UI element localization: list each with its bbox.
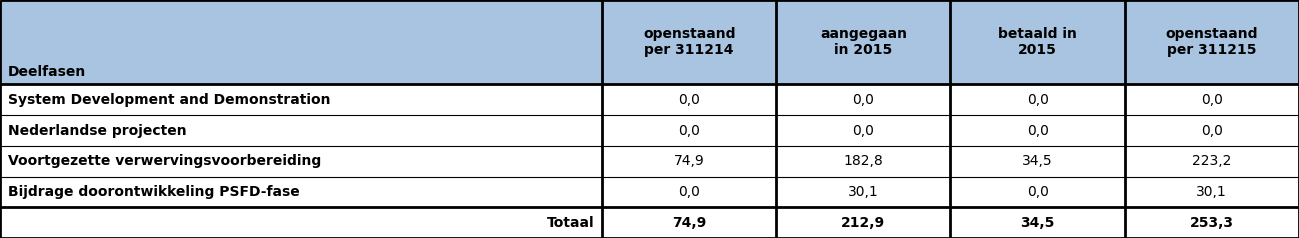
Bar [951, 84, 1125, 115]
Bar [601, 0, 777, 84]
Text: 0,0: 0,0 [678, 124, 700, 138]
Text: 74,9: 74,9 [672, 216, 707, 230]
Bar [777, 0, 951, 84]
Text: 0,0: 0,0 [852, 124, 874, 138]
Bar [1125, 84, 1299, 115]
Bar [601, 207, 777, 238]
Bar [0, 146, 601, 177]
Bar [0, 207, 601, 238]
Text: betaald in
2015: betaald in 2015 [998, 27, 1077, 57]
Bar [1125, 115, 1299, 146]
Bar [777, 84, 951, 115]
Text: openstaand
per 311215: openstaand per 311215 [1165, 27, 1257, 57]
Text: 0,0: 0,0 [1026, 93, 1048, 107]
Bar [0, 0, 601, 84]
Bar [601, 84, 777, 115]
Text: Voortgezette verwervingsvoorbereiding: Voortgezette verwervingsvoorbereiding [8, 154, 321, 168]
Text: 0,0: 0,0 [852, 93, 874, 107]
Text: 30,1: 30,1 [848, 185, 878, 199]
Text: aangegaan
in 2015: aangegaan in 2015 [820, 27, 907, 57]
Text: 223,2: 223,2 [1192, 154, 1231, 168]
Bar [951, 0, 1125, 84]
Bar [0, 84, 601, 115]
Bar [601, 177, 777, 207]
Bar [0, 177, 601, 207]
Text: 0,0: 0,0 [1200, 124, 1222, 138]
Bar [777, 115, 951, 146]
Text: 0,0: 0,0 [1026, 124, 1048, 138]
Text: 34,5: 34,5 [1022, 154, 1053, 168]
Bar [1125, 146, 1299, 177]
Text: 74,9: 74,9 [674, 154, 704, 168]
Text: Bijdrage doorontwikkeling PSFD-fase: Bijdrage doorontwikkeling PSFD-fase [8, 185, 300, 199]
Text: 0,0: 0,0 [678, 93, 700, 107]
Text: 212,9: 212,9 [842, 216, 886, 230]
Text: Deelfasen: Deelfasen [8, 64, 86, 79]
Bar [951, 146, 1125, 177]
Bar [601, 115, 777, 146]
Bar [777, 177, 951, 207]
Bar [1125, 177, 1299, 207]
Text: 0,0: 0,0 [1026, 185, 1048, 199]
Text: openstaand
per 311214: openstaand per 311214 [643, 27, 735, 57]
Text: 0,0: 0,0 [678, 185, 700, 199]
Text: 182,8: 182,8 [843, 154, 883, 168]
Bar [951, 207, 1125, 238]
Text: 34,5: 34,5 [1021, 216, 1055, 230]
Bar [951, 177, 1125, 207]
Bar [777, 146, 951, 177]
Text: Totaal: Totaal [547, 216, 594, 230]
Bar [1125, 0, 1299, 84]
Bar [1125, 207, 1299, 238]
Text: 0,0: 0,0 [1200, 93, 1222, 107]
Text: System Development and Demonstration: System Development and Demonstration [8, 93, 330, 107]
Bar [601, 146, 777, 177]
Text: 30,1: 30,1 [1196, 185, 1228, 199]
Bar [777, 207, 951, 238]
Bar [0, 115, 601, 146]
Text: Nederlandse projecten: Nederlandse projecten [8, 124, 187, 138]
Text: 253,3: 253,3 [1190, 216, 1234, 230]
Bar [951, 115, 1125, 146]
